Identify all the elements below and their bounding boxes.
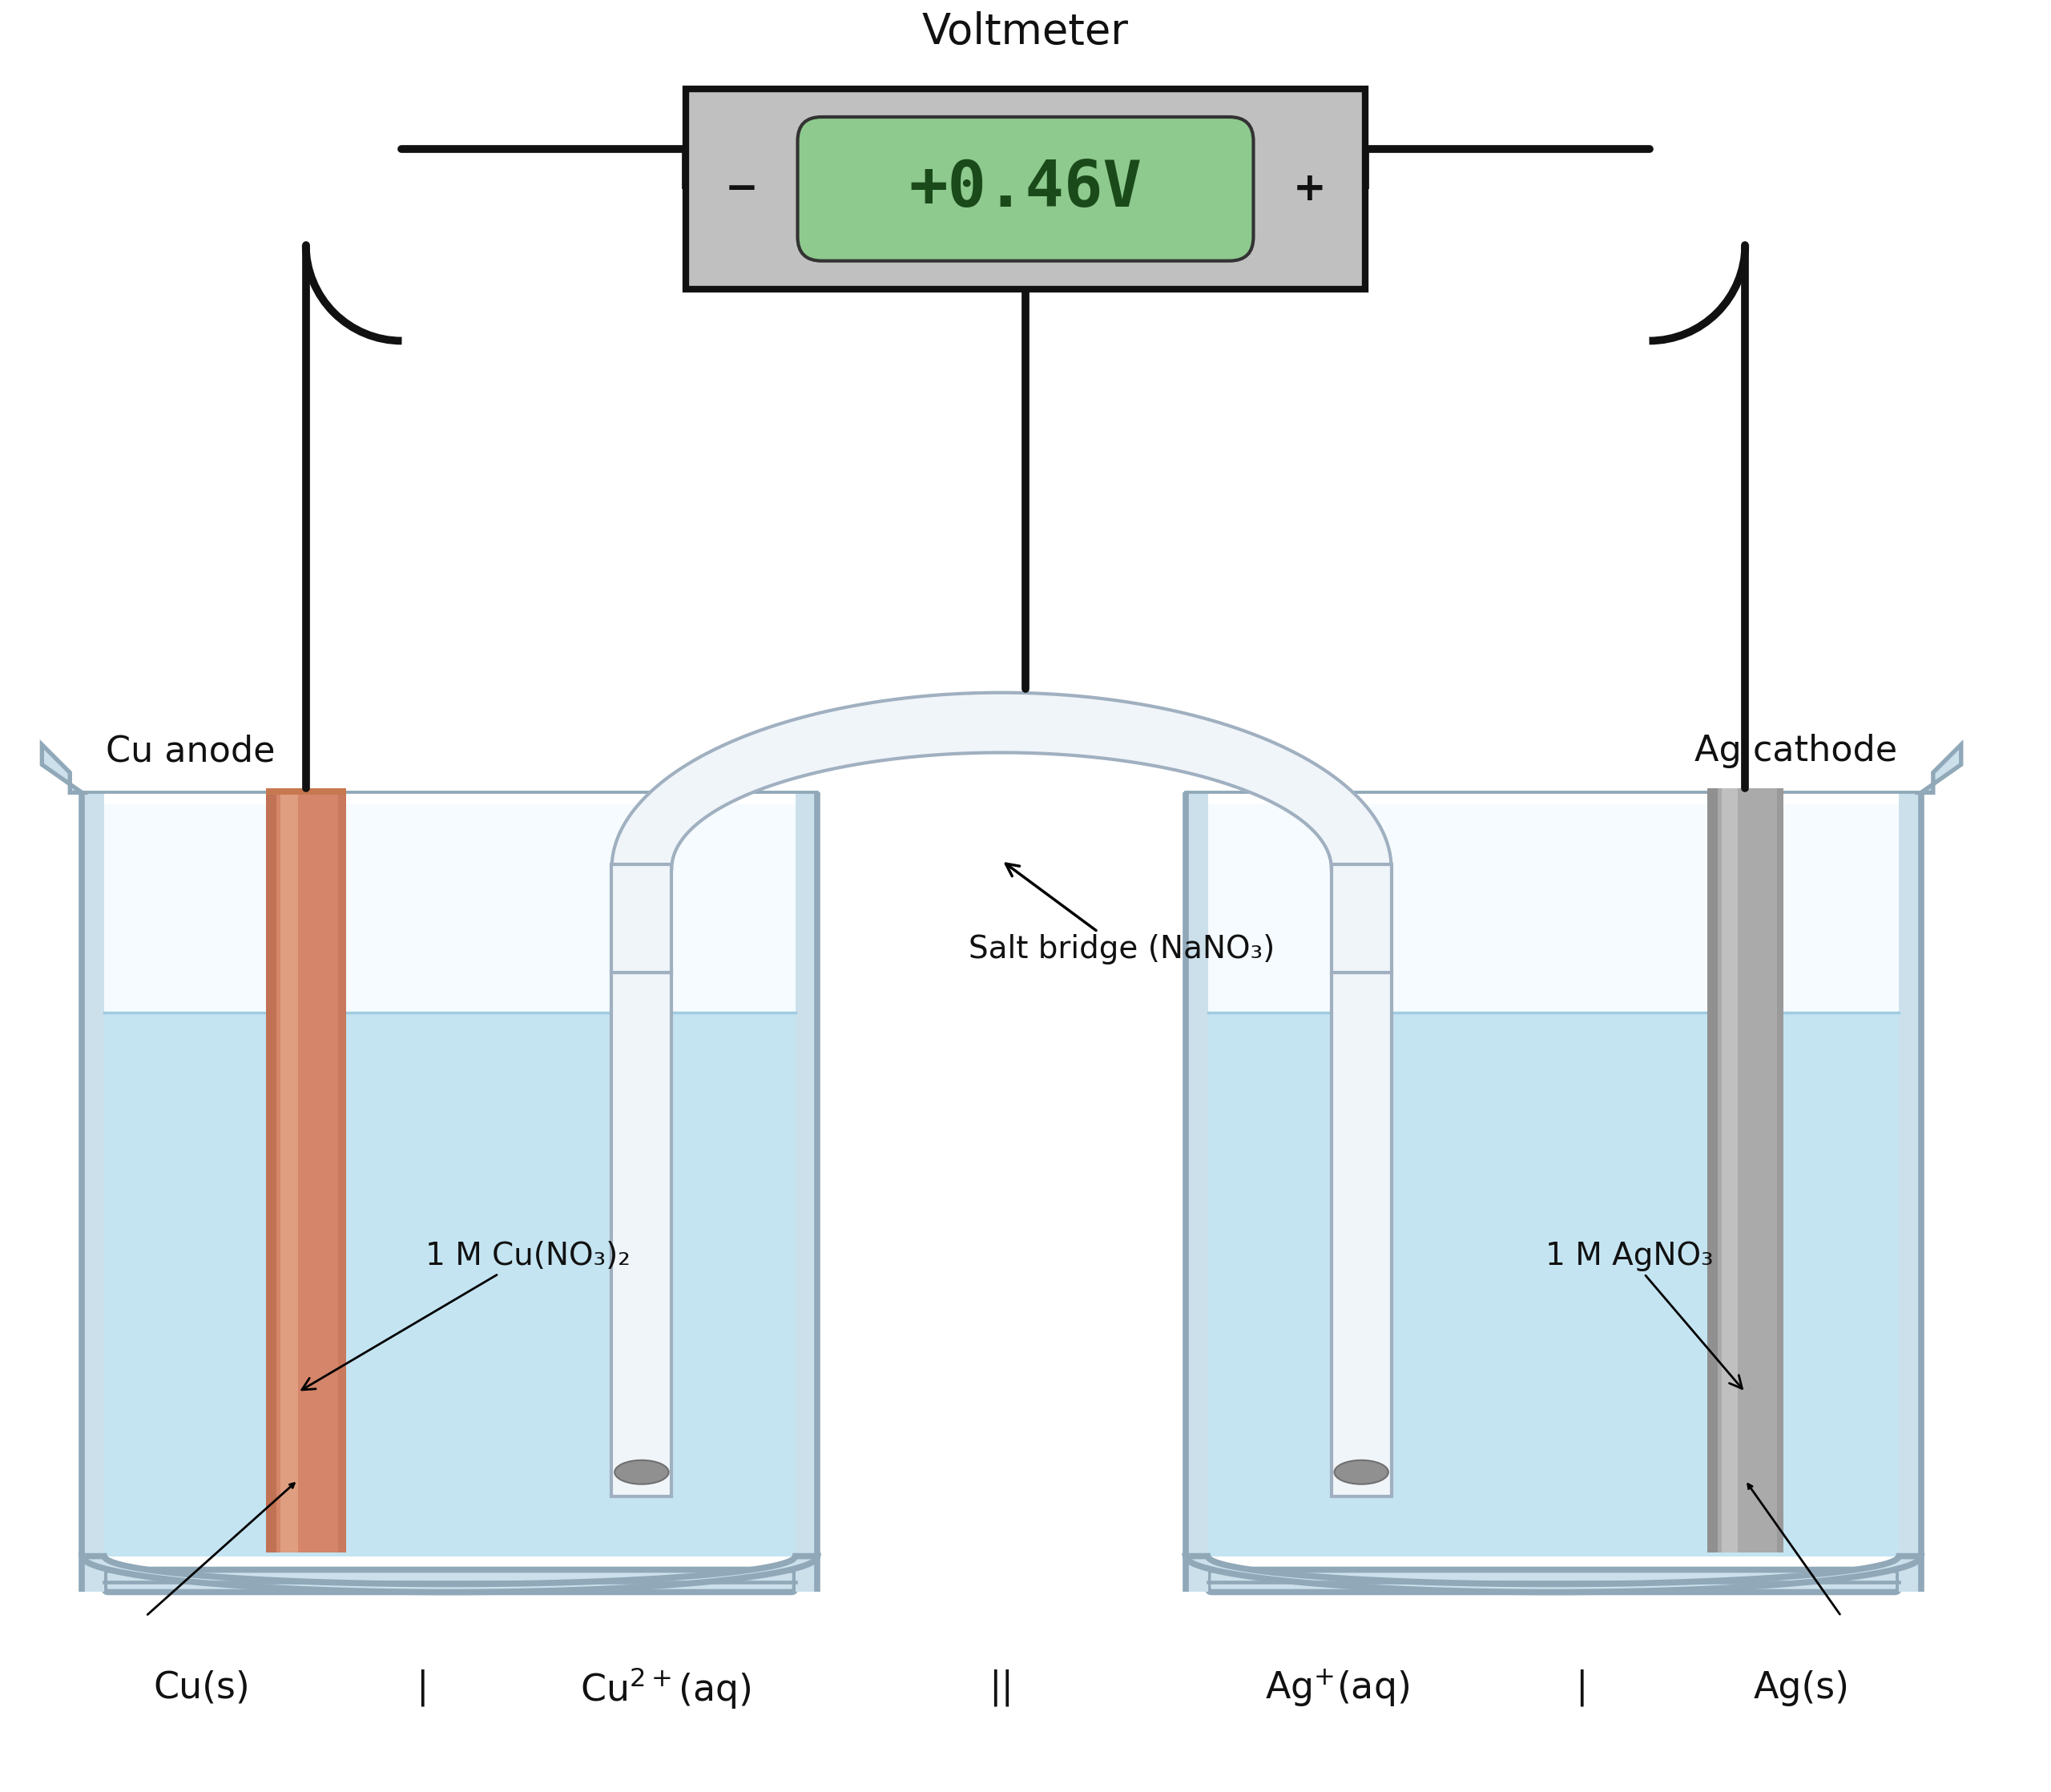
Bar [267,788,277,1552]
Bar [338,788,347,1552]
Bar [1331,864,1391,973]
Bar [611,864,671,973]
Bar [1208,1012,1899,1555]
Bar [281,788,297,1552]
Bar [267,788,347,796]
Bar [267,788,347,1552]
Text: Ag(s): Ag(s) [1754,1670,1850,1706]
Bar [685,90,1366,289]
FancyBboxPatch shape [798,116,1253,262]
Bar [1185,792,1208,1591]
Bar [1208,805,1899,1555]
Text: |: | [1575,1670,1587,1706]
Bar [1706,788,1717,1552]
Text: Ag cathode: Ag cathode [1694,735,1897,769]
FancyBboxPatch shape [105,1570,796,1591]
Bar [1899,792,1922,1591]
Ellipse shape [615,1460,669,1484]
Text: Salt bridge (NaNO₃): Salt bridge (NaNO₃) [968,864,1274,964]
Bar [1721,788,1737,1552]
Bar [611,973,671,1496]
Polygon shape [41,745,82,792]
FancyBboxPatch shape [1208,1570,1899,1591]
Polygon shape [1922,745,1961,792]
Bar [1331,973,1391,1496]
Bar [82,792,105,1591]
Text: Cu$^{2+}$(aq): Cu$^{2+}$(aq) [580,1665,751,1711]
Text: Voltmeter: Voltmeter [923,11,1128,54]
Text: −: − [724,170,759,208]
Polygon shape [82,1555,818,1591]
Text: 1 M Cu(NO₃)₂: 1 M Cu(NO₃)₂ [301,1242,632,1391]
Bar [105,805,796,1555]
Polygon shape [1185,1555,1922,1591]
Text: +0.46V: +0.46V [909,158,1142,220]
Text: ||: || [989,1670,1013,1706]
Text: |: | [416,1670,429,1706]
Text: +: + [1292,170,1327,208]
Ellipse shape [1335,1460,1389,1484]
Text: Cu anode: Cu anode [107,735,275,769]
Bar [796,792,818,1591]
Bar [1776,788,1782,1552]
Bar [1706,788,1782,1552]
Text: Ag$^{+}$(aq): Ag$^{+}$(aq) [1265,1667,1409,1710]
Polygon shape [611,694,1391,869]
Text: 1 M AgNO₃: 1 M AgNO₃ [1544,1242,1741,1389]
Text: Cu(s): Cu(s) [154,1670,250,1706]
Bar [105,1012,796,1555]
